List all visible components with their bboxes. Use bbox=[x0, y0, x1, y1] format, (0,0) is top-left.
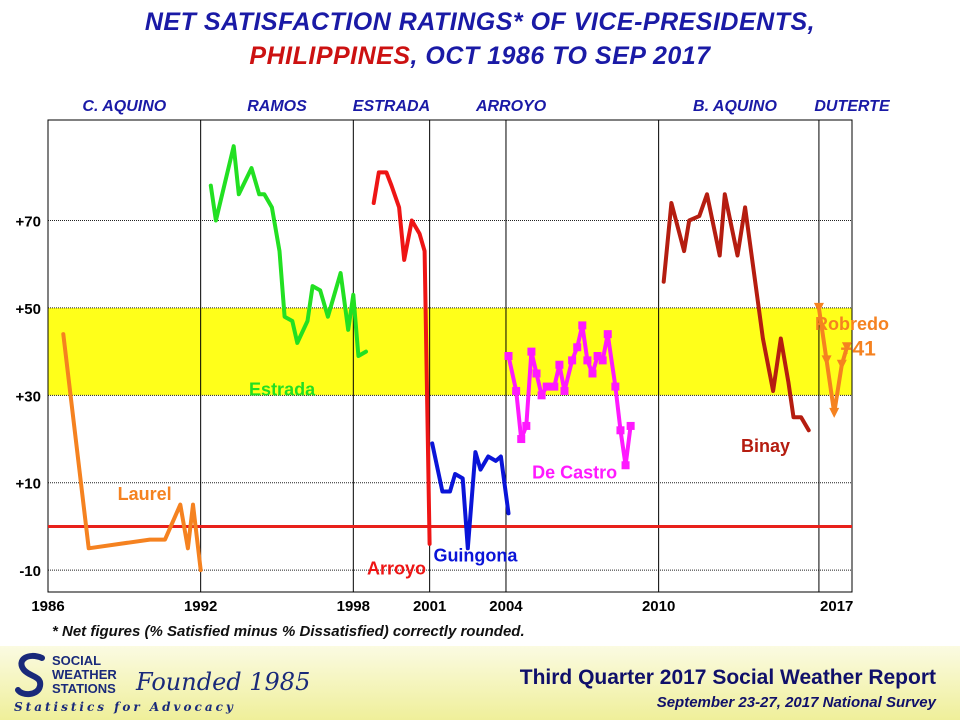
org-line2: WEATHER bbox=[52, 667, 117, 682]
x-tick-label-1998: 1998 bbox=[337, 598, 370, 615]
y-tick-label-+30: +30 bbox=[16, 388, 41, 405]
series-label: Estrada bbox=[249, 379, 316, 399]
y-tick-label--10: -10 bbox=[19, 563, 41, 580]
series-line-laurel bbox=[61, 332, 203, 573]
org-name: SOCIAL WEATHER STATIONS bbox=[52, 654, 117, 696]
report-subtitle: September 23-27, 2017 National Survey bbox=[656, 694, 936, 711]
series-label: Binay bbox=[741, 436, 790, 456]
data-point bbox=[603, 330, 612, 339]
latest-value-annotation: +41 bbox=[840, 337, 876, 360]
org-line1: SOCIAL bbox=[52, 653, 102, 668]
data-point bbox=[517, 435, 526, 444]
data-point bbox=[537, 391, 546, 400]
footnote: * Net figures (% Satisfied minus % Dissa… bbox=[52, 623, 525, 640]
data-point bbox=[568, 356, 577, 365]
series-label: Arroyo bbox=[367, 559, 426, 579]
data-point bbox=[626, 421, 635, 430]
data-point bbox=[527, 347, 536, 356]
data-point bbox=[560, 386, 569, 395]
data-point bbox=[550, 382, 559, 391]
x-tick-label-1992: 1992 bbox=[184, 598, 217, 615]
chart-title-line2: PHILIPPINES, OCT 1986 TO SEP 2017 bbox=[0, 42, 960, 71]
founded-signature: Founded 1985 bbox=[136, 668, 311, 696]
series-label: Laurel bbox=[118, 484, 172, 504]
y-tick-label-+10: +10 bbox=[16, 476, 41, 493]
title-country: PHILIPPINES bbox=[249, 42, 411, 70]
footer-banner: SOCIAL WEATHER STATIONS Founded 1985 Sta… bbox=[0, 646, 960, 720]
data-point bbox=[542, 382, 551, 391]
series-line-guingona bbox=[430, 441, 511, 551]
series-line-binay bbox=[661, 192, 811, 433]
x-tick-label-2010: 2010 bbox=[642, 598, 675, 615]
data-point bbox=[583, 356, 592, 365]
data-point bbox=[522, 421, 531, 430]
admin-label: C. AQUINO bbox=[82, 98, 166, 115]
data-point bbox=[555, 360, 564, 369]
series-line-estrada bbox=[208, 144, 368, 358]
highlight-band bbox=[48, 307, 852, 396]
data-point bbox=[829, 407, 840, 418]
admin-label: DUTERTE bbox=[814, 98, 891, 115]
data-point bbox=[813, 302, 824, 313]
admin-label: ARROYO bbox=[475, 98, 547, 115]
data-point bbox=[588, 369, 597, 378]
data-point bbox=[504, 352, 513, 360]
tagline: Statistics for Advocacy bbox=[14, 700, 236, 714]
data-point bbox=[598, 356, 607, 365]
data-point bbox=[621, 461, 630, 470]
report-title: Third Quarter 2017 Social Weather Report bbox=[519, 666, 936, 689]
admin-label: B. AQUINO bbox=[693, 98, 777, 115]
data-point bbox=[593, 352, 602, 360]
data-point bbox=[836, 359, 847, 370]
data-point bbox=[616, 426, 625, 435]
data-point bbox=[841, 342, 852, 353]
data-point bbox=[821, 355, 832, 366]
x-tick-label-2017: 2017 bbox=[820, 598, 853, 615]
series-label: Robredo bbox=[815, 314, 889, 334]
admin-label: ESTRADA bbox=[353, 98, 430, 115]
chart-title-line1: NET SATISFACTION RATINGS* OF VICE-PRESID… bbox=[144, 8, 816, 36]
sws-logo-icon bbox=[15, 652, 45, 698]
title-period: , OCT 1986 TO SEP 2017 bbox=[410, 42, 711, 70]
x-tick-label-2001: 2001 bbox=[413, 598, 446, 615]
data-point bbox=[611, 382, 620, 391]
series-line-arroyo bbox=[371, 170, 432, 546]
data-point bbox=[532, 369, 541, 378]
admin-label: RAMOS bbox=[247, 98, 307, 115]
data-point bbox=[512, 386, 521, 395]
x-tick-label-1986: 1986 bbox=[31, 598, 64, 615]
line-chart: -10 +10 +30 +50 +70 1986 1992 1998 2001 2004 2010 2… bbox=[16, 98, 891, 615]
series-label: De Castro bbox=[532, 462, 617, 482]
plot-frame bbox=[47, 119, 853, 593]
y-tick-label-+50: +50 bbox=[16, 301, 41, 318]
x-tick-label-2004: 2004 bbox=[489, 598, 523, 615]
data-point bbox=[573, 343, 582, 352]
data-point bbox=[578, 321, 587, 330]
y-tick-label-+70: +70 bbox=[16, 214, 41, 231]
org-line3: STATIONS bbox=[52, 681, 116, 696]
series-label: Guingona bbox=[433, 545, 518, 565]
